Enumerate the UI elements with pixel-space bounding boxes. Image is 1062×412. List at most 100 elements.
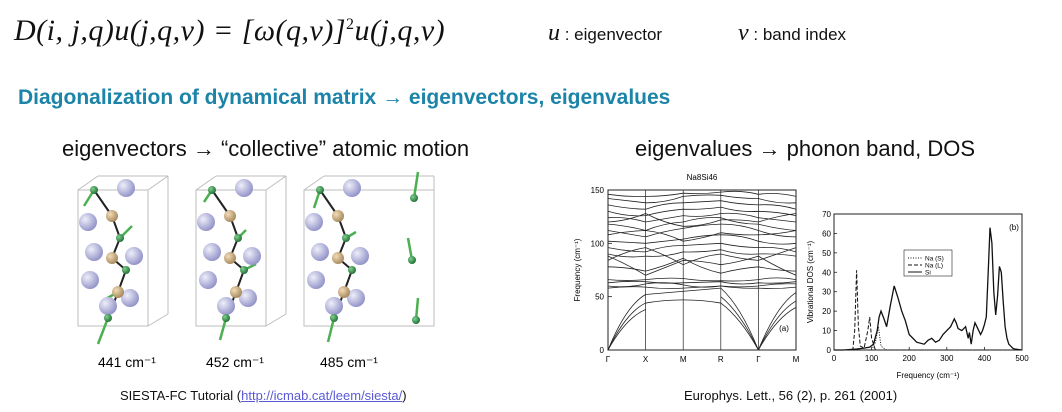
citation-suffix: ) [402,388,407,403]
moving-atom [330,314,338,322]
silicon-atom [351,247,369,265]
x-tick-label: Γ [756,355,761,364]
phonon-band-chart: Na8Si46 (a) Frequency (cm⁻¹) 0 50 100 150 Γ… [573,173,800,364]
x-ticks: 0 100 200 300 400 500 [832,347,1029,363]
sodium-atom [230,286,242,298]
unit-cell-485 [303,171,435,343]
x-tick-label: 400 [978,354,992,363]
x-tick-label: 100 [865,354,879,363]
phonon-band [607,206,797,217]
definition-band-index: ν : band index [738,20,846,47]
moving-atom [222,314,230,322]
phonon-band [607,280,797,285]
y-tick-label: 20 [822,307,831,316]
panel-label: (a) [779,324,789,333]
silicon-atom [121,289,139,307]
dynamical-matrix-equation: D(i, j,q)u(j,q,ν) = [ω(q,ν)]2u(j,q,ν) [14,14,445,48]
definition-symbol: u [548,20,560,46]
vibrational-dos-chart: (b) Vibrational DOS (cm⁻¹) Frequency (cm… [806,210,1029,380]
moving-atom [316,186,324,194]
silicon-atom [325,297,343,315]
atoms [79,179,143,322]
definition-text: : band index [753,25,847,44]
phonon-band [607,234,797,245]
acoustic-band [607,294,646,351]
x-tick-label: R [718,355,724,364]
phonon-band [607,277,797,282]
acoustic-band [720,302,759,351]
x-axis-label: Frequency (cm⁻¹) [897,371,960,380]
equation-lhs: D(i, j,q)u(j,q,ν) = [ω(q,ν)] [14,14,347,47]
phonon-band [607,285,797,289]
x-tick-label: 200 [903,354,917,363]
mode-frequency-label: 441 cm⁻¹ [98,354,156,370]
equation-exponent: 2 [346,16,355,33]
phonon-band [607,257,797,274]
siesta-link[interactable]: http://icmab.cat/leem/siesta/ [241,388,403,403]
phonon-band [607,230,797,242]
cell-frame [77,175,169,327]
sodium-atom [224,252,236,264]
silicon-atom [117,179,135,197]
acoustic-band [645,299,721,304]
moving-atom [408,256,416,264]
y-tick-label: 0 [600,346,605,355]
x-tick-label: 500 [1015,354,1029,363]
acoustic-band [758,306,797,351]
acoustic-band [758,300,797,351]
sodium-atom [106,210,118,222]
plot-frame [607,189,797,351]
x-tick-label: M [680,355,687,364]
silicon-atom [307,271,325,289]
dos-line-na-l [834,270,1022,351]
sodium-atom [332,252,344,264]
moving-atom [348,266,356,274]
phonon-band [607,213,797,227]
silicon-atom [125,247,143,265]
silicon-atom [199,271,217,289]
moving-atom [410,194,418,202]
moving-atom [412,316,420,324]
silicon-atom [305,213,323,231]
moving-atom [208,186,216,194]
band-lines [607,190,797,351]
acoustic-band [607,302,646,351]
sodium-atom [224,210,236,222]
y-tick-label: 150 [591,186,605,195]
acoustic-band [758,292,797,351]
definition-eigenvector: u : eigenvector [548,20,662,47]
y-tick-label: 40 [822,268,831,277]
silicon-atom [203,243,221,261]
silicon-atom [239,289,257,307]
sodium-atom [338,286,350,298]
silicon-atom [243,247,261,265]
unit-cell-452 [195,175,287,341]
moving-atom [234,234,242,242]
acoustic-band [607,309,646,351]
cell-frame [195,175,287,327]
y-tick-label: 10 [822,327,831,336]
silicon-atom [347,289,365,307]
moving-atom [342,234,350,242]
silicon-atom [79,213,97,231]
x-tick-label: Γ [606,355,611,364]
silicon-atom [197,213,215,231]
acoustic-band [720,287,759,351]
y-tick-label: 50 [822,249,831,258]
legend-label: Na (L) [925,263,943,270]
moving-atom [240,266,248,274]
acoustic-band [720,296,759,351]
x-tick-label: 300 [940,354,954,363]
x-tick-label: M [793,355,800,364]
y-tick-label: 0 [827,346,832,355]
silicon-atom [81,271,99,289]
definition-text: : eigenvector [564,25,663,44]
y-tick-label: 70 [822,210,831,219]
phonon-band [607,217,797,231]
phonon-band [607,212,797,223]
citation-prefix: SIESTA-FC Tutorial ( [120,388,242,403]
atoms [197,179,261,322]
phonon-band [607,255,797,276]
acoustic-band [645,287,721,295]
section-heading: Diagonalization of dynamical matrix → ei… [18,86,671,109]
